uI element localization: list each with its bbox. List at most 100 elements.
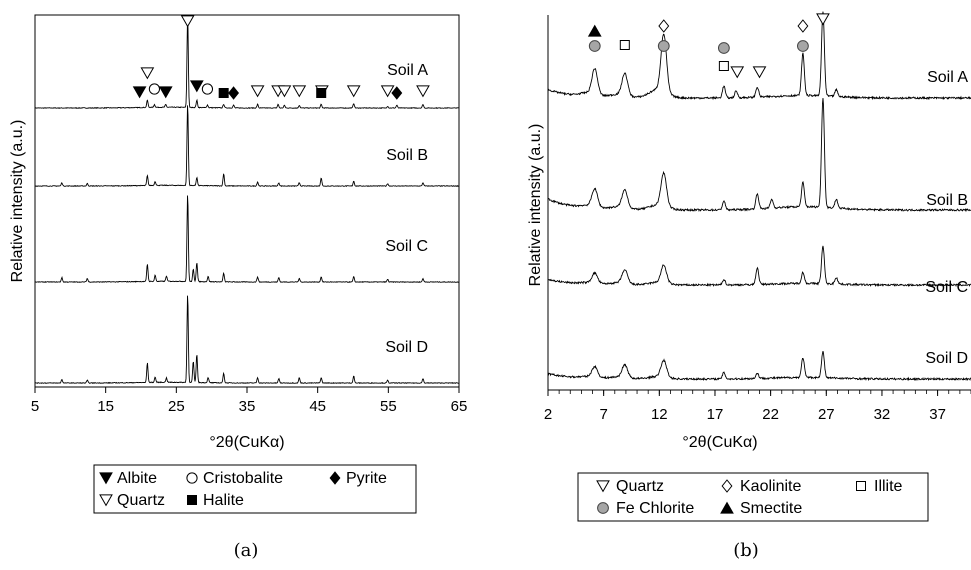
- a-tick-label: 25: [168, 398, 185, 415]
- b-sample-label: Soil A: [927, 69, 968, 86]
- a-tick-label: 45: [309, 398, 326, 415]
- b-legend-label: Quartz: [616, 478, 664, 495]
- a-trace-soil-d: [34, 295, 460, 385]
- panel-b-legend: Quartz Kaolinite Illite Fe Chlorite Smectite: [596, 478, 903, 517]
- b-legend-label: Illite: [874, 478, 903, 495]
- b-marker-fe-chlorite: [797, 40, 809, 52]
- a-marker-cristobalite: [201, 83, 214, 95]
- b-marker-quartz: [730, 66, 745, 79]
- b-marker-illite: [619, 40, 630, 50]
- b-trace-soil-b: [547, 98, 971, 213]
- a-legend-label: Pyrite: [346, 470, 387, 487]
- a-tick-label: 55: [380, 398, 397, 415]
- b-marker-smectite: [587, 24, 602, 37]
- a-sample-label: Soil C: [385, 238, 428, 255]
- a-marker-quartz: [416, 85, 430, 98]
- panel-b-legend-box: [577, 472, 929, 522]
- b-tick-label: 7: [599, 406, 607, 423]
- a-legend-label: Halite: [203, 492, 244, 509]
- a-trace-soil-a: [34, 17, 460, 110]
- b-tick-label: 37: [929, 406, 946, 423]
- panel-a-sample-labels: Soil A Soil B Soil C Soil D: [385, 62, 428, 356]
- b-marker-quartz: [816, 13, 830, 26]
- b-tick-label: 32: [874, 406, 891, 423]
- panel-a-x-axis: 5 15 25 35 45 55 65: [31, 387, 468, 415]
- a-legend-pyrite-symbol: [329, 471, 341, 485]
- panel-b-x-label: °2θ(CuKα): [682, 434, 757, 451]
- a-marker-quartz: [277, 85, 292, 98]
- panel-a-legend: Albite Cristobalite Pyrite Quartz Halite: [99, 470, 387, 509]
- a-marker-cristobalite: [148, 83, 161, 95]
- panel-b-traces: [547, 11, 971, 382]
- b-trace-soil-c: [548, 245, 971, 288]
- b-sample-label: Soil B: [926, 192, 968, 209]
- a-tick-label: 35: [239, 398, 256, 415]
- b-marker-kaolinite: [658, 19, 670, 33]
- b-tick-label: 2: [544, 406, 552, 423]
- a-tick-label: 5: [31, 398, 39, 415]
- b-legend-label: Smectite: [740, 500, 802, 517]
- a-legend-cristobalite-symbol: [186, 472, 198, 484]
- b-sample-label: Soil C: [925, 279, 968, 296]
- a-tick-label: 15: [97, 398, 114, 415]
- b-marker-kaolinite: [797, 19, 809, 33]
- b-marker-quartz: [752, 66, 767, 79]
- panel-b-caption: (b): [733, 540, 759, 561]
- a-marker-albite: [132, 86, 147, 99]
- a-marker-pyrite: [391, 86, 403, 100]
- panel-a-y-label: Relative intensity (a.u.): [9, 120, 26, 283]
- a-marker-halite: [218, 88, 229, 98]
- panel-a-caption: (a): [234, 540, 259, 561]
- a-legend-albite-symbol: [99, 472, 113, 485]
- b-marker-fe-chlorite: [717, 42, 730, 54]
- a-sample-label: Soil D: [385, 339, 428, 356]
- a-sample-label: Soil B: [386, 147, 428, 164]
- b-tick-label: 27: [818, 406, 835, 423]
- a-marker-quartz: [140, 67, 155, 80]
- a-sample-label: Soil A: [387, 62, 428, 79]
- panel-b-phase-markers: [587, 13, 830, 79]
- a-marker-quartz: [292, 85, 307, 98]
- a-marker-pyrite: [228, 86, 240, 100]
- b-legend-illite-symbol: [856, 481, 866, 491]
- panel-a-phase-markers: [132, 15, 430, 100]
- a-legend-label: Cristobalite: [203, 470, 283, 487]
- panel-b-sample-labels: Soil A Soil B Soil C Soil D: [925, 69, 968, 367]
- a-trace-soil-c: [34, 195, 460, 284]
- panel-a-traces: [34, 17, 460, 385]
- panel-a-legend-box: [93, 464, 417, 514]
- b-tick-label: 12: [651, 406, 668, 423]
- b-marker-fe-chlorite: [588, 40, 601, 52]
- a-legend-quartz-symbol: [99, 494, 113, 507]
- a-marker-quartz: [250, 85, 265, 98]
- a-marker-albite: [189, 80, 204, 93]
- b-legend-kaolinite-symbol: [721, 479, 733, 493]
- b-legend-smectite-symbol: [720, 501, 734, 514]
- b-legend-quartz-symbol: [596, 480, 610, 493]
- a-marker-quartz: [380, 85, 395, 98]
- b-legend-label: Kaolinite: [740, 478, 801, 495]
- a-legend-label: Quartz: [117, 492, 165, 509]
- b-marker-fe-chlorite: [657, 40, 670, 52]
- a-marker-quartz: [180, 15, 195, 28]
- a-legend-halite-symbol: [187, 495, 197, 505]
- a-legend-label: Albite: [117, 470, 157, 487]
- a-tick-label: 65: [451, 398, 468, 415]
- a-marker-quartz: [346, 85, 361, 98]
- b-marker-illite: [718, 61, 729, 71]
- b-sample-label: Soil D: [925, 350, 968, 367]
- b-tick-label: 22: [762, 406, 779, 423]
- a-marker-halite: [316, 88, 327, 98]
- b-tick-label: 17: [707, 406, 724, 423]
- b-trace-soil-a: [547, 11, 971, 101]
- a-trace-soil-b: [34, 105, 459, 188]
- panel-a-x-label: °2θ(CuKα): [209, 434, 284, 451]
- panel-b-y-label: Relative intensity (a.u.): [527, 124, 544, 287]
- b-legend-label: Fe Chlorite: [616, 500, 694, 517]
- a-marker-albite: [158, 86, 173, 99]
- panel-a: 5 15 25 35 45 55 65 Soil A Soil B Soil C Soil D °…: [9, 14, 468, 561]
- panel-b-x-axis: 2 7 12 17 22 27 32 37: [544, 390, 971, 423]
- b-trace-soil-d: [547, 350, 971, 382]
